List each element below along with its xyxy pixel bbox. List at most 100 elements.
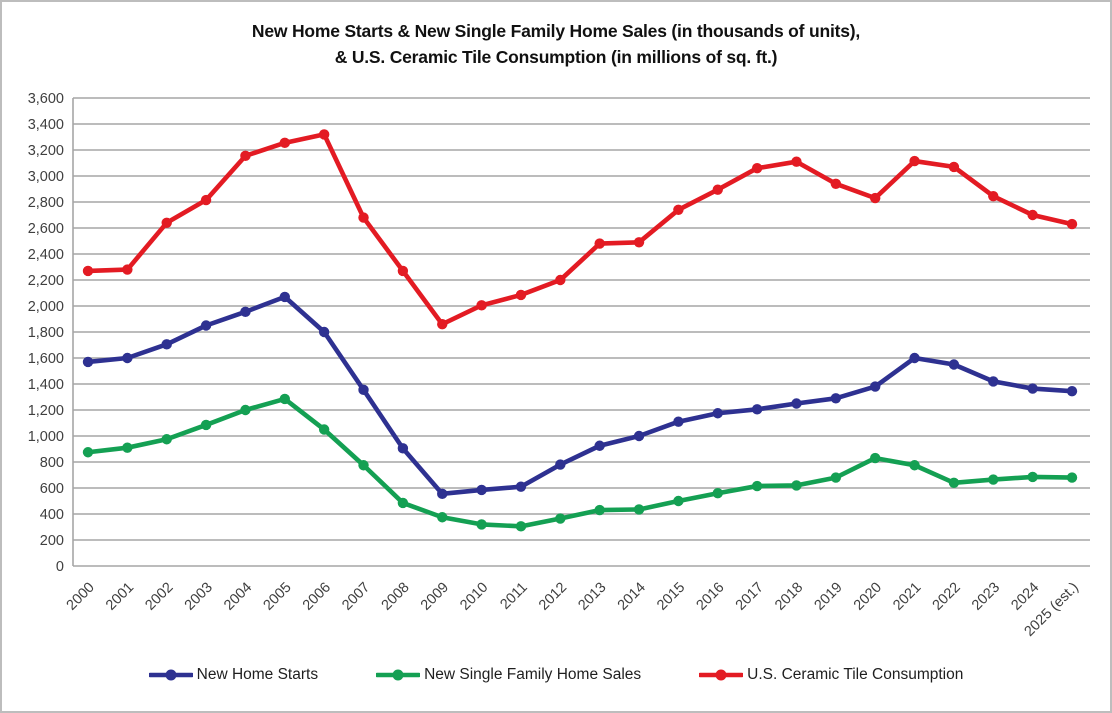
x-tick-label: 2003 <box>182 580 216 614</box>
data-point-marker <box>240 404 251 416</box>
data-point-marker <box>161 434 172 445</box>
data-point-marker <box>279 291 290 303</box>
data-point-marker <box>1027 209 1038 221</box>
data-point-marker <box>633 504 645 515</box>
x-tick-label: 2024 <box>1008 580 1042 614</box>
x-tick-label: 2006 <box>300 580 334 614</box>
y-tick-label: 600 <box>40 481 64 497</box>
data-point-marker <box>594 440 605 451</box>
series-line-2 <box>85 132 1075 327</box>
data-point-marker <box>318 424 330 435</box>
y-tick-label: 3,400 <box>28 117 64 133</box>
data-point-marker <box>909 460 920 471</box>
data-point-marker <box>555 513 566 524</box>
y-tick-label: 3,600 <box>28 91 64 107</box>
y-tick-label: 2,000 <box>28 299 64 315</box>
x-tick-label: 2015 <box>654 580 688 614</box>
data-point-marker <box>515 481 527 492</box>
data-point-marker <box>988 474 999 485</box>
data-point-marker <box>1066 385 1078 397</box>
data-point-marker <box>791 156 802 167</box>
data-point-marker <box>476 519 487 530</box>
y-tick-label: 200 <box>40 533 64 549</box>
data-point-marker <box>358 212 369 223</box>
data-point-marker <box>1066 218 1078 230</box>
data-point-marker <box>909 352 920 364</box>
data-point-marker <box>397 265 409 277</box>
data-point-marker <box>555 274 566 286</box>
legend-label-new-single-family-home-sales: New Single Family Home Sales <box>424 666 642 683</box>
data-point-marker <box>82 265 94 277</box>
data-point-marker <box>437 319 448 330</box>
x-tick-label: 2020 <box>851 580 885 614</box>
data-point-marker <box>82 447 94 458</box>
data-point-marker <box>870 452 881 464</box>
y-tick-label: 1,200 <box>28 403 64 419</box>
x-tick-label: 2019 <box>812 580 846 614</box>
data-point-marker <box>751 163 763 174</box>
y-tick-label: 2,600 <box>28 221 64 237</box>
data-point-marker <box>397 497 409 509</box>
data-point-marker <box>673 416 684 427</box>
x-tick-label: 2017 <box>733 580 767 614</box>
x-tick-label: 2014 <box>615 580 649 614</box>
data-point-marker <box>712 184 723 195</box>
data-point-marker <box>751 480 763 492</box>
data-point-marker <box>1027 383 1038 394</box>
legend-item-new-home-starts: New Home Starts <box>148 666 319 684</box>
x-tick-label: 2011 <box>497 580 530 613</box>
legend-item-new-single-family-home-sales: New Single Family Home Sales <box>376 666 641 684</box>
data-point-marker <box>870 192 881 204</box>
data-point-marker <box>279 393 290 405</box>
data-point-marker <box>358 460 369 471</box>
data-point-marker <box>712 488 723 499</box>
x-tick-label: 2001 <box>103 580 137 614</box>
series-line-1 <box>85 396 1075 529</box>
data-point-marker <box>476 484 487 496</box>
y-tick-label: 1,400 <box>28 377 64 393</box>
chart-title-line2: & U.S. Ceramic Tile Consumption (in mill… <box>334 47 778 67</box>
x-tick-label: 2000 <box>64 580 98 614</box>
data-point-marker <box>200 419 212 431</box>
data-point-marker <box>948 161 960 173</box>
data-point-marker <box>1066 472 1078 483</box>
legend-label-us-ceramic-tile-consumption: U.S. Ceramic Tile Consumption <box>747 666 964 683</box>
x-tick-label: 2005 <box>260 580 294 614</box>
data-point-marker <box>870 381 881 392</box>
series-line-0 <box>85 294 1075 497</box>
data-point-marker <box>318 129 330 140</box>
data-point-marker <box>358 384 369 396</box>
data-point-marker <box>673 495 684 507</box>
data-point-marker <box>122 264 133 275</box>
y-tick-label: 400 <box>40 507 64 523</box>
data-point-marker <box>988 376 999 387</box>
legend-label-new-home-starts: New Home Starts <box>196 666 319 683</box>
x-tick-label: 2002 <box>142 580 176 614</box>
legend-marker-us-ceramic-tile-consumption <box>699 669 744 681</box>
x-tick-label: 2018 <box>772 580 806 614</box>
data-point-marker <box>200 194 212 206</box>
data-point-marker <box>948 477 960 488</box>
data-point-marker <box>122 442 133 453</box>
data-point-marker <box>712 408 723 419</box>
data-point-marker <box>594 504 605 516</box>
y-tick-label: 1,800 <box>28 325 64 341</box>
x-tick-label: 2021 <box>890 580 924 614</box>
legend-item-us-ceramic-tile-consumption: U.S. Ceramic Tile Consumption <box>699 666 963 684</box>
y-tick-label: 1,000 <box>28 429 64 445</box>
data-point-marker <box>594 238 605 249</box>
x-tick-label: 2016 <box>693 580 727 614</box>
data-point-marker <box>397 443 409 454</box>
chart-legend: New Home Starts New Single Family Home S… <box>2 666 1110 684</box>
data-point-marker <box>515 521 527 532</box>
legend-marker-dot <box>715 669 727 681</box>
data-point-marker <box>948 359 960 370</box>
data-point-marker <box>122 352 133 364</box>
data-point-marker <box>673 204 684 215</box>
data-point-marker <box>751 404 763 415</box>
data-point-marker <box>830 472 842 483</box>
x-tick-label: 2008 <box>379 580 413 614</box>
legend-marker-dot <box>392 669 404 681</box>
data-point-marker <box>830 178 842 189</box>
data-point-marker <box>633 237 645 248</box>
